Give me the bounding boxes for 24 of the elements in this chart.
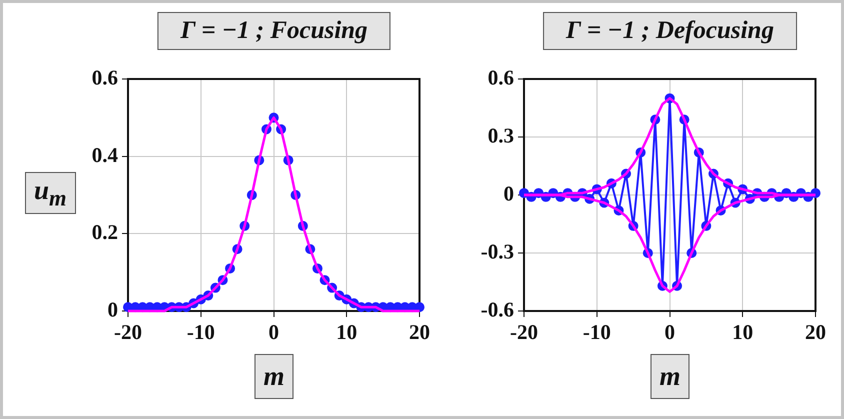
x-tick-label: 10: [336, 320, 358, 344]
x-tick-label: -10: [186, 320, 215, 344]
x-tick-label: 20: [409, 320, 430, 344]
x-tick-label: -20: [510, 320, 538, 344]
y-axis-title: u$_{m}$: [25, 172, 76, 214]
y-tick-label: 0.3: [488, 123, 514, 148]
x-tick-label: 0: [664, 320, 675, 344]
y-tick-label: -0.3: [480, 239, 514, 264]
y-tick-label: 0.6: [92, 65, 118, 90]
x-axis-title: m: [254, 354, 294, 399]
chart-title: Γ = −1 ; Defocusing: [543, 12, 797, 50]
y-tick-label: 0: [504, 181, 514, 206]
x-tick-label: 20: [805, 320, 826, 344]
x-tick-label: 0: [268, 320, 279, 344]
chart-title: Γ = −1 ; Focusing: [157, 12, 391, 50]
x-tick-label: -20: [114, 320, 142, 344]
x-tick-label: 10: [732, 320, 754, 344]
y-tick-label: 0.6: [488, 65, 514, 90]
y-tick-label: 0: [108, 297, 118, 322]
y-tick-label: 0.2: [92, 220, 118, 244]
x-tick-label: -10: [582, 320, 611, 344]
y-tick-label: -0.6: [480, 297, 514, 322]
y-tick-label: 0.4: [92, 142, 118, 167]
x-axis-title: m: [650, 354, 690, 399]
